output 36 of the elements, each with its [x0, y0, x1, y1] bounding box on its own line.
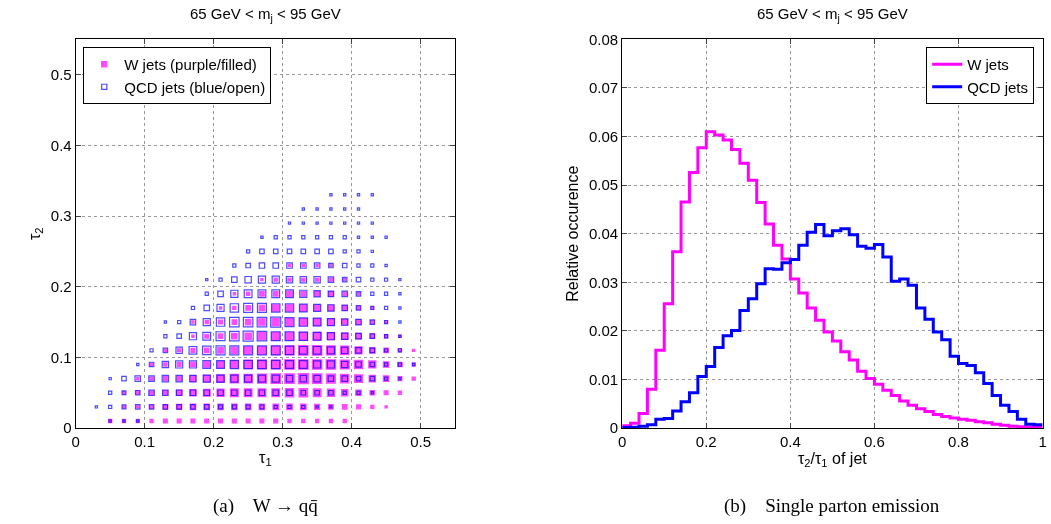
y-tick-label: 0.07: [588, 79, 619, 97]
y-tick-label: 0.5: [50, 65, 72, 83]
x-tick-label: 0.6: [864, 433, 885, 451]
text: (b) Single parton emission: [724, 495, 940, 517]
text: (a) W → qq̄: [213, 495, 319, 517]
x-tick-label: 0.4: [779, 433, 801, 451]
y-tick-label: 0.2: [50, 277, 72, 295]
y-tick-label: 0.01: [588, 370, 619, 388]
legend-label: QCD jets: [967, 78, 1029, 96]
y-tick-label: 0.06: [588, 127, 619, 145]
legend-label: W jets: [967, 56, 1009, 74]
y-tick-label: 0.08: [588, 30, 619, 48]
y-tick-label: 0.04: [588, 224, 619, 242]
y-tick-label: 0.02: [588, 322, 619, 340]
x-tick-label: 0.1: [134, 433, 156, 451]
legend-label: W jets (purple/filled): [124, 56, 257, 74]
x-axis-title: τ$_{1}$: [259, 448, 272, 469]
y-tick-label: 0.3: [50, 207, 72, 225]
x-tick-label: 0.2: [695, 433, 717, 451]
y-axis-title: Relative occurence: [563, 165, 581, 302]
x-tick-label: 0.4: [341, 433, 363, 451]
chart-title: 65 GeV < m$_{j}$ < 95 GeV: [190, 5, 341, 25]
y-tick-label: 0.4: [50, 136, 72, 154]
y-tick-label: 0: [63, 419, 72, 437]
x-tick-label: 0.2: [203, 433, 225, 451]
legend-label: QCD jets (blue/open): [124, 78, 266, 96]
x-tick-label: 0.8: [948, 433, 969, 451]
y-tick-label: 0.1: [50, 348, 72, 366]
chart-title: 65 GeV < m$_{j}$ < 95 GeV: [757, 5, 908, 25]
x-tick-label: 0.3: [272, 433, 294, 451]
x-tick-label: 0.5: [410, 433, 432, 451]
x-axis-title: τ$_{2}$/τ$_{1}$ of jet: [798, 450, 868, 470]
y-tick-label: 0.05: [588, 176, 619, 194]
y-tick-label: 0: [609, 419, 619, 437]
x-tick-label: 1: [1038, 433, 1047, 451]
y-tick-label: 0.03: [588, 273, 619, 291]
